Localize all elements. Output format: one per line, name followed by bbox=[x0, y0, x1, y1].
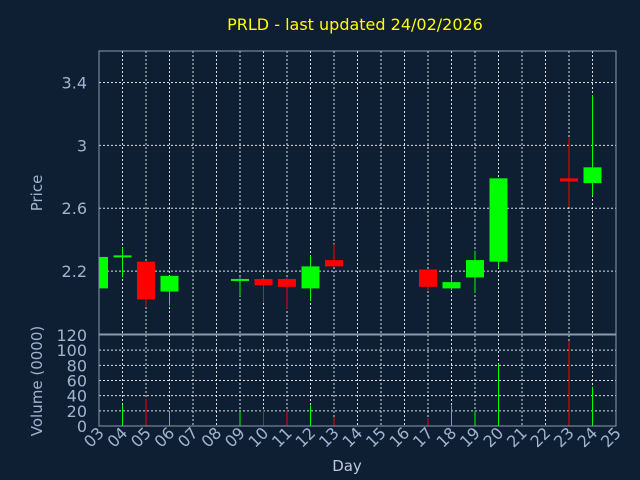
volume-grid bbox=[98, 335, 617, 426]
price-grid bbox=[98, 51, 617, 334]
price-tick-label: 2.6 bbox=[62, 199, 87, 218]
volume-tick-label: 100 bbox=[56, 341, 87, 360]
volume-tick-label: 60 bbox=[67, 372, 87, 391]
volume-bars bbox=[122, 341, 593, 426]
price-axis-label: Price bbox=[28, 175, 46, 212]
price-axis: 2.2 2.6 3 3.4 bbox=[62, 73, 87, 281]
volume-plot-frame bbox=[98, 334, 617, 427]
candle-body bbox=[254, 278, 273, 286]
volume-tick-label: 20 bbox=[67, 402, 87, 421]
candle-body bbox=[231, 278, 249, 281]
candle-body bbox=[99, 256, 108, 289]
candle-body bbox=[325, 260, 343, 267]
candle-body bbox=[137, 261, 155, 300]
candle-body bbox=[278, 278, 296, 287]
candle-body bbox=[419, 269, 437, 287]
candle-body bbox=[442, 282, 461, 289]
price-candles bbox=[98, 95, 602, 309]
volume-tick-label: 40 bbox=[67, 387, 87, 406]
day-axis: 0304050607080910111213141516171819202122… bbox=[80, 423, 625, 451]
candle-body bbox=[489, 178, 508, 262]
candle-body bbox=[301, 266, 320, 289]
candle-body bbox=[160, 275, 179, 292]
volume-axis-label: Volume (0000) bbox=[28, 326, 46, 436]
volume-tick-label: 0 bbox=[77, 417, 87, 436]
volume-tick-label: 80 bbox=[67, 356, 87, 375]
candle-body bbox=[113, 255, 132, 258]
day-tick-label: 25 bbox=[597, 423, 625, 451]
candle-body bbox=[466, 260, 484, 278]
price-plot-frame bbox=[98, 50, 617, 335]
price-tick-label: 3.4 bbox=[62, 73, 87, 92]
candle-body bbox=[560, 178, 578, 182]
day-axis-label: Day bbox=[332, 457, 362, 475]
candle-body bbox=[583, 167, 602, 184]
chart-title: PRLD - last updated 24/02/2026 bbox=[227, 15, 483, 34]
volume-tick-label: 120 bbox=[56, 326, 87, 345]
price-tick-label: 2.2 bbox=[62, 262, 87, 281]
price-tick-label: 3 bbox=[77, 136, 87, 155]
